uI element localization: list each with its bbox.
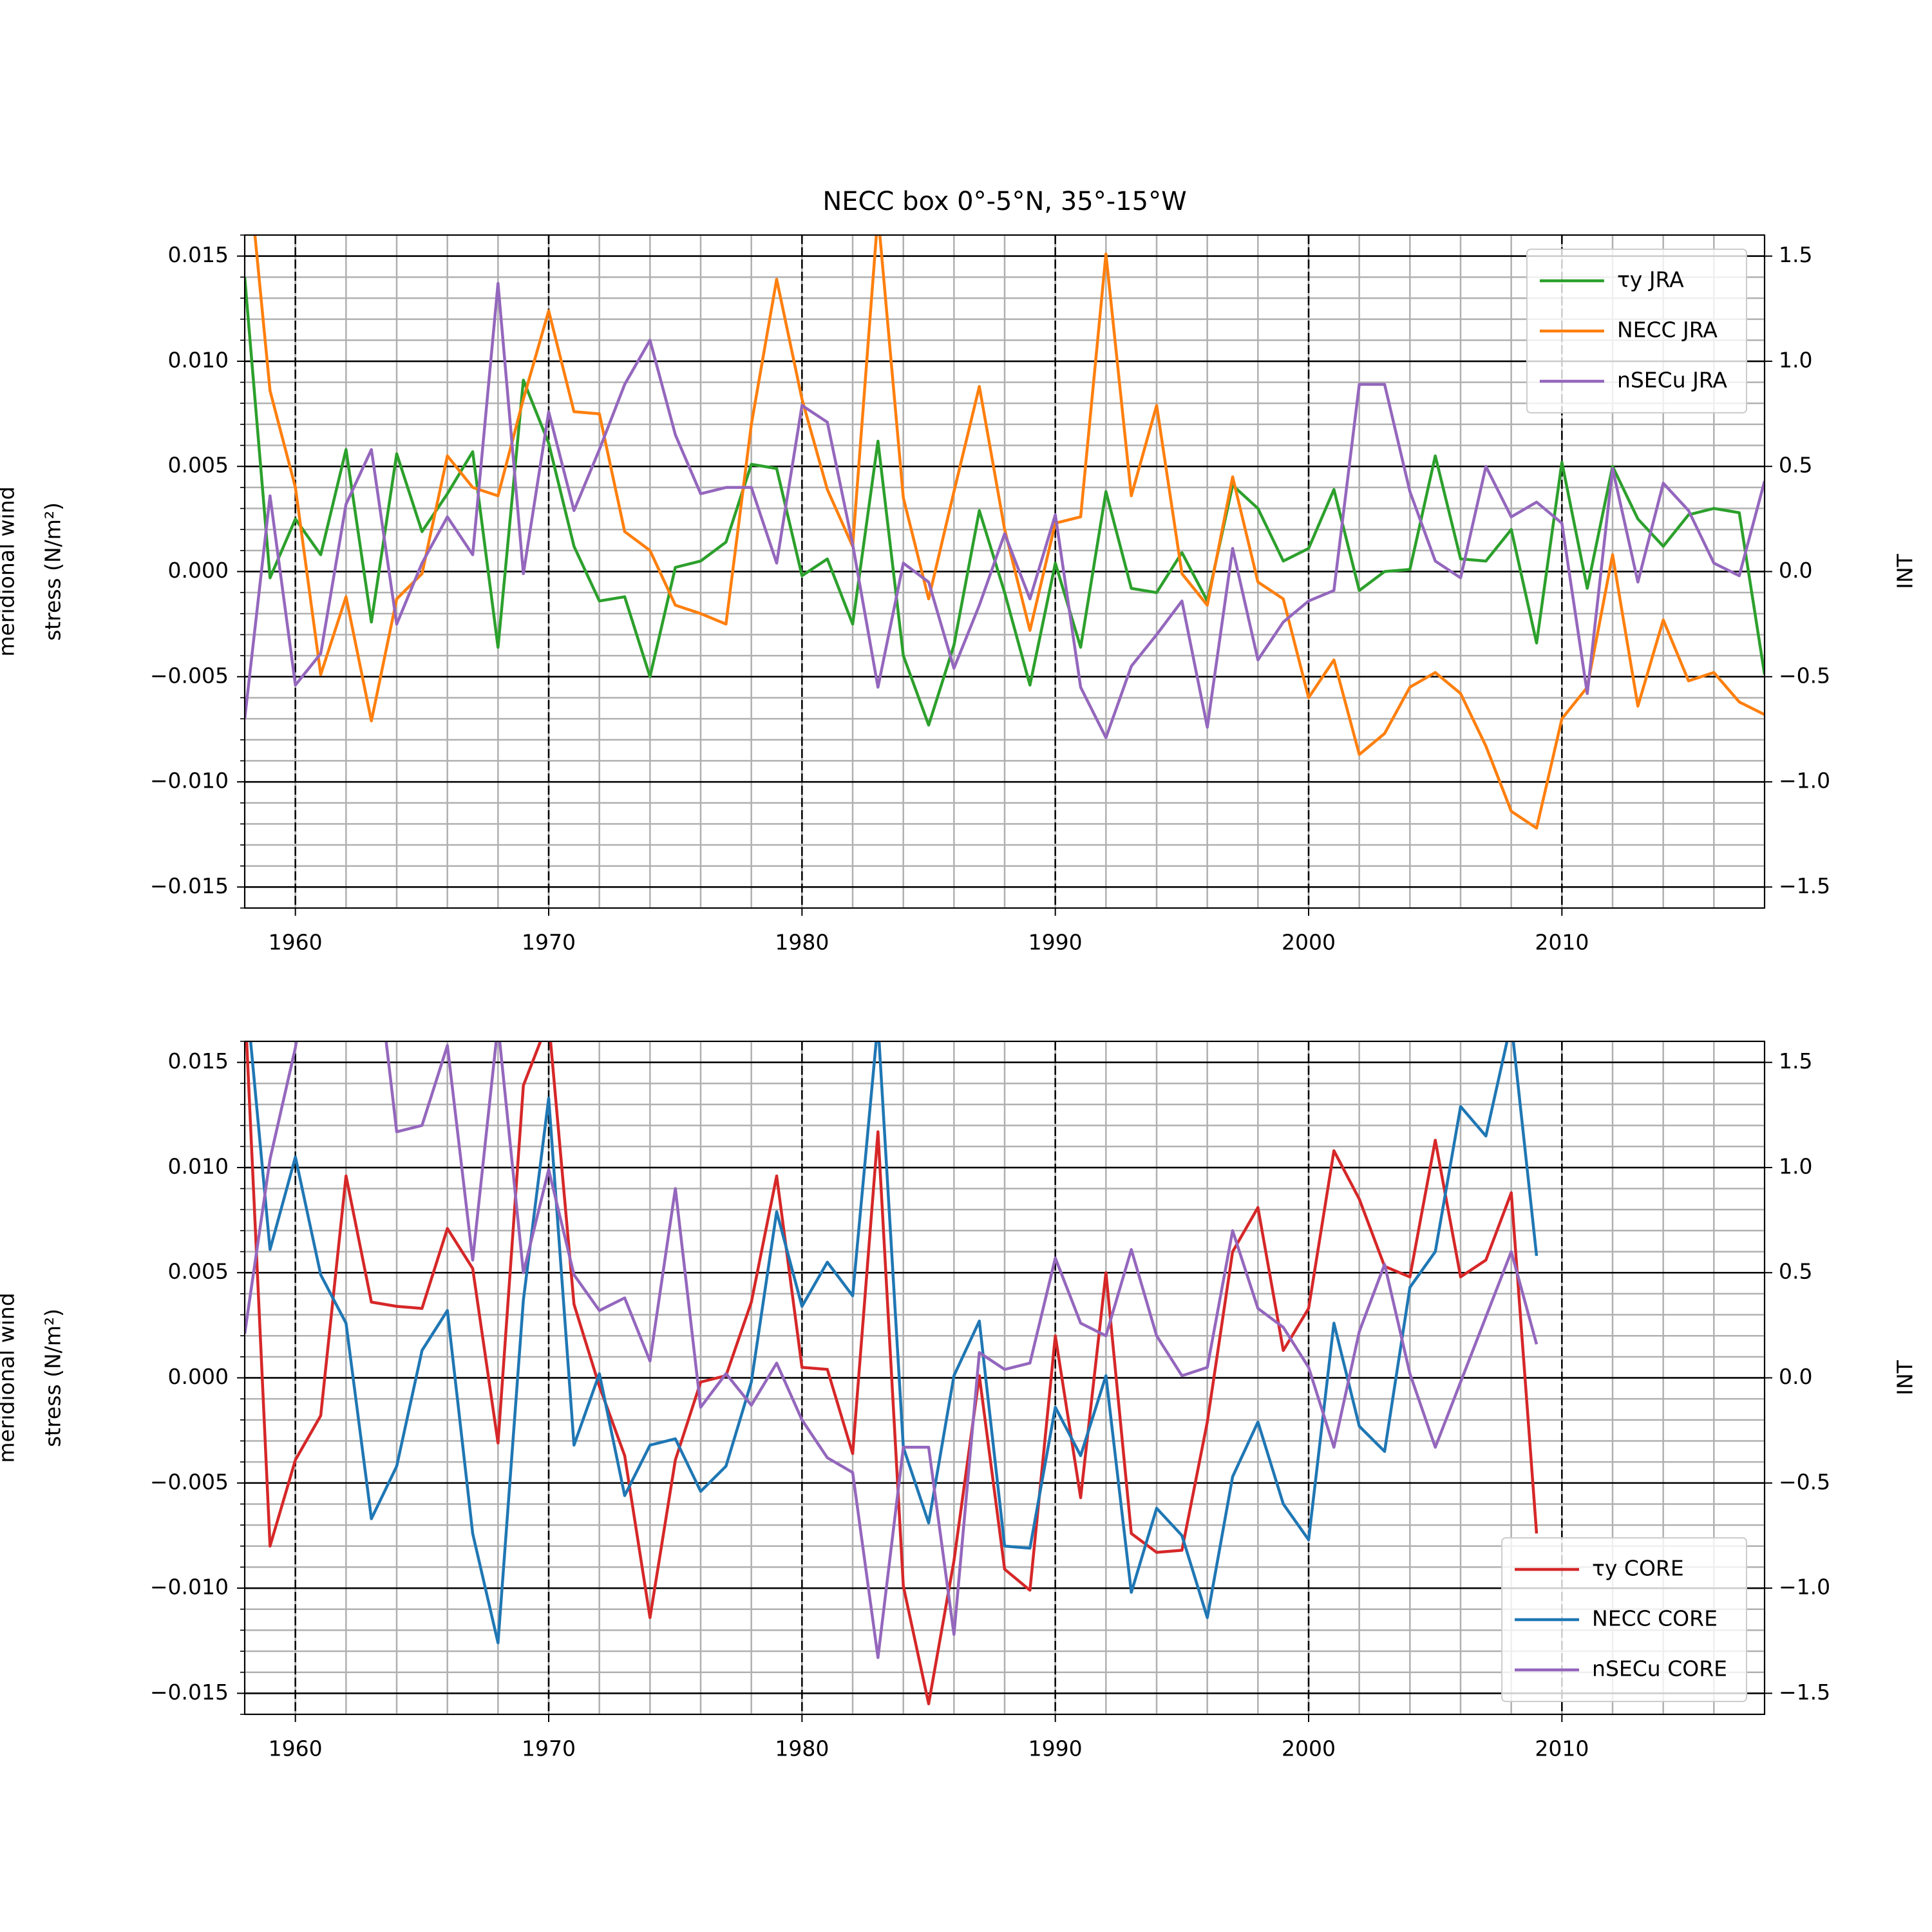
legend-label: nSECu JRA <box>1617 368 1727 393</box>
y2-tick-label: −0.5 <box>1779 663 1830 688</box>
legend: τy JRA NECC JRA nSECu JRA <box>1526 249 1747 413</box>
y-tick-label: 0.010 <box>168 1153 229 1179</box>
y-axis-label: stress (N/m²) <box>41 502 66 641</box>
legend-label: τy JRA <box>1617 267 1684 292</box>
legend-label: NECC CORE <box>1592 1606 1718 1631</box>
y2-tick-label: 1.0 <box>1779 1153 1812 1179</box>
line-series <box>245 1041 1539 1705</box>
legend-label: τy CORE <box>1592 1556 1684 1581</box>
y-tick-label: 0.005 <box>168 1259 229 1284</box>
x-tick-label: 2010 <box>1535 930 1589 955</box>
y2-tick-label: 0.5 <box>1779 1259 1812 1284</box>
y2-tick-label: −1.5 <box>1779 873 1830 898</box>
y-axis-label: meridional wind <box>0 1293 19 1463</box>
x-tick-label: 1990 <box>1028 1736 1083 1761</box>
y2-tick-label: 0.5 <box>1779 453 1812 478</box>
y-tick-label: −0.010 <box>150 768 229 793</box>
y2-tick-label: 0.0 <box>1779 558 1812 583</box>
line-series <box>245 277 1765 727</box>
x-tick-label: 2000 <box>1282 1736 1336 1761</box>
y2-tick-label: 0.0 <box>1779 1364 1812 1389</box>
x-tick-label: 1960 <box>269 930 323 955</box>
y2-tick-label: −0.5 <box>1779 1469 1830 1494</box>
y-axis-label: meridional wind <box>0 486 19 656</box>
y-tick-label: 0.015 <box>168 1048 229 1074</box>
y-tick-label: −0.015 <box>150 873 229 898</box>
y-tick-label: −0.010 <box>150 1575 229 1600</box>
y2-tick-label: −1.0 <box>1779 1575 1830 1600</box>
x-tick-label: 1980 <box>775 930 829 955</box>
y-tick-label: 0.005 <box>168 453 229 478</box>
y2-tick-label: 1.5 <box>1779 242 1812 267</box>
axes-frame <box>244 1041 1765 1715</box>
y-tick-label: 0.010 <box>168 347 229 372</box>
line-series <box>245 1041 1539 1660</box>
x-tick-label: 2000 <box>1282 930 1336 955</box>
legend-box <box>1526 249 1747 413</box>
y2-tick-label: 1.5 <box>1779 1048 1812 1074</box>
axes: 1960 1970 1980 1990 2000 2010 −0.015 −0.010 −0.0… <box>0 1040 1918 1761</box>
y-tick-label: 0.015 <box>168 242 229 267</box>
chart-title: NECC box 0°-5°N, 35°-15°W <box>822 187 1186 216</box>
y-tick-label: −0.015 <box>150 1680 229 1705</box>
plot-area <box>245 1041 1539 1705</box>
y-tick-label: −0.005 <box>150 1469 229 1494</box>
x-tick-label: 1960 <box>269 1736 323 1761</box>
line-series <box>249 1041 1539 1645</box>
axes: NECC box 0°-5°N, 35°-15°W 1960 1970 1980 199… <box>0 187 1918 955</box>
x-tick-label: 1980 <box>775 1736 829 1761</box>
axes-frame <box>244 234 1765 909</box>
y2-tick-label: −1.5 <box>1779 1680 1830 1705</box>
y-tick-label: 0.000 <box>168 558 229 583</box>
x-tick-label: 1970 <box>522 1736 576 1761</box>
line-series <box>245 281 1765 739</box>
legend-label: NECC JRA <box>1617 317 1718 343</box>
x-tick-label: 1990 <box>1028 930 1083 955</box>
y-axis-label: stress (N/m²) <box>41 1309 66 1447</box>
y2-tick-label: 1.0 <box>1779 347 1812 372</box>
legend-box <box>1501 1537 1747 1702</box>
legend: τy CORE NECC CORE nSECu CORE <box>1501 1537 1747 1702</box>
line-series <box>253 235 1765 830</box>
x-tick-label: 2010 <box>1535 1736 1589 1761</box>
y-tick-label: −0.005 <box>150 663 229 688</box>
y2-axis-label: INT <box>1893 1359 1918 1395</box>
plot-area <box>245 235 1765 830</box>
y-tick-label: 0.000 <box>168 1364 229 1389</box>
legend-label: nSECu CORE <box>1592 1656 1727 1681</box>
y2-tick-label: −1.0 <box>1779 768 1830 793</box>
x-tick-label: 1970 <box>522 930 576 955</box>
y2-axis-label: INT <box>1893 553 1918 589</box>
